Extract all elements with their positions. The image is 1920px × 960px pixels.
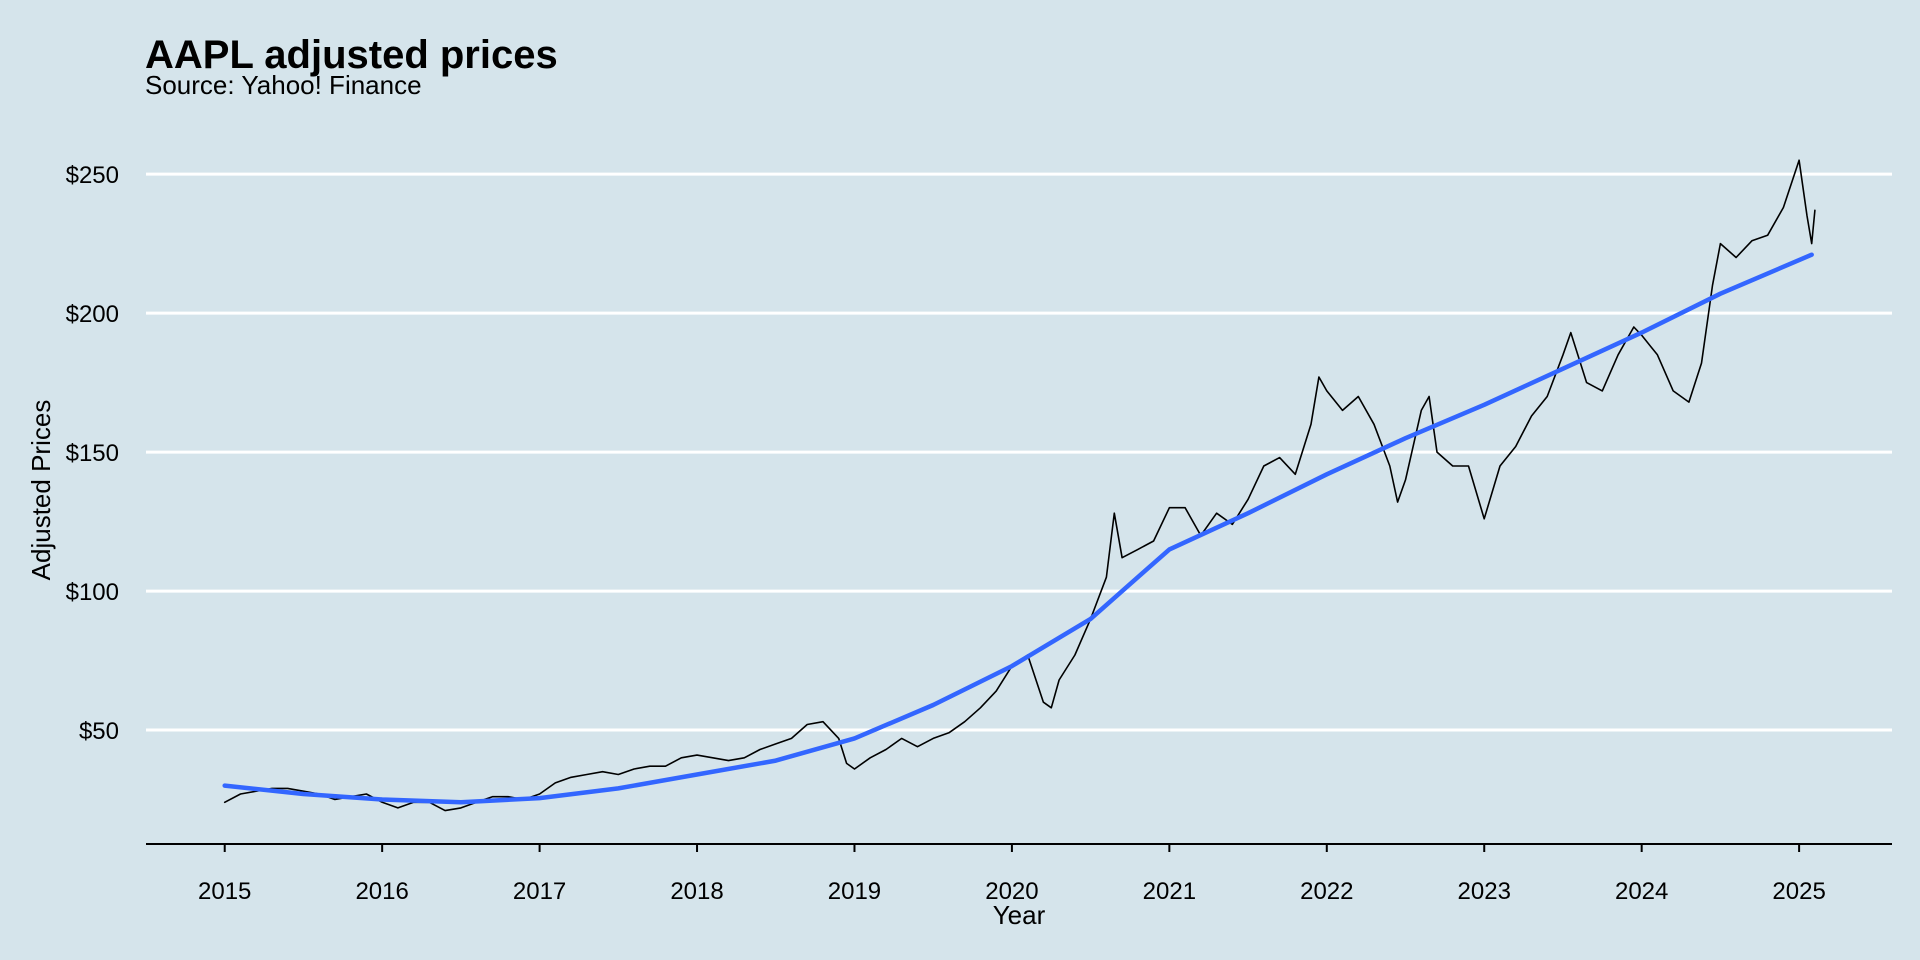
x-tick-label: 2021: [1143, 878, 1196, 905]
chart-subtitle: Source: Yahoo! Finance: [145, 70, 422, 100]
x-tick-label: 2023: [1458, 878, 1511, 905]
x-tick-label: 2020: [985, 878, 1038, 905]
x-tick-label: 2024: [1615, 878, 1668, 905]
x-tick-label: 2015: [198, 878, 251, 905]
y-tick-label: $100: [66, 579, 119, 606]
x-tick-label: 2019: [828, 878, 881, 905]
y-tick-label: $200: [66, 301, 119, 328]
x-tick-label: 2025: [1772, 878, 1825, 905]
x-axis-label: Year: [993, 900, 1046, 930]
y-tick-label: $50: [79, 718, 119, 745]
x-tick-label: 2018: [670, 878, 723, 905]
x-tick-label: 2017: [513, 878, 566, 905]
x-tick-label: 2022: [1300, 878, 1353, 905]
y-axis-label: Adjusted Prices: [26, 400, 56, 581]
x-tick-label: 2016: [355, 878, 408, 905]
trend-line: [222, 252, 1814, 805]
chart-title: AAPL adjusted prices: [145, 33, 558, 77]
y-tick-label: $150: [66, 440, 119, 467]
y-tick-label: $250: [66, 162, 119, 189]
